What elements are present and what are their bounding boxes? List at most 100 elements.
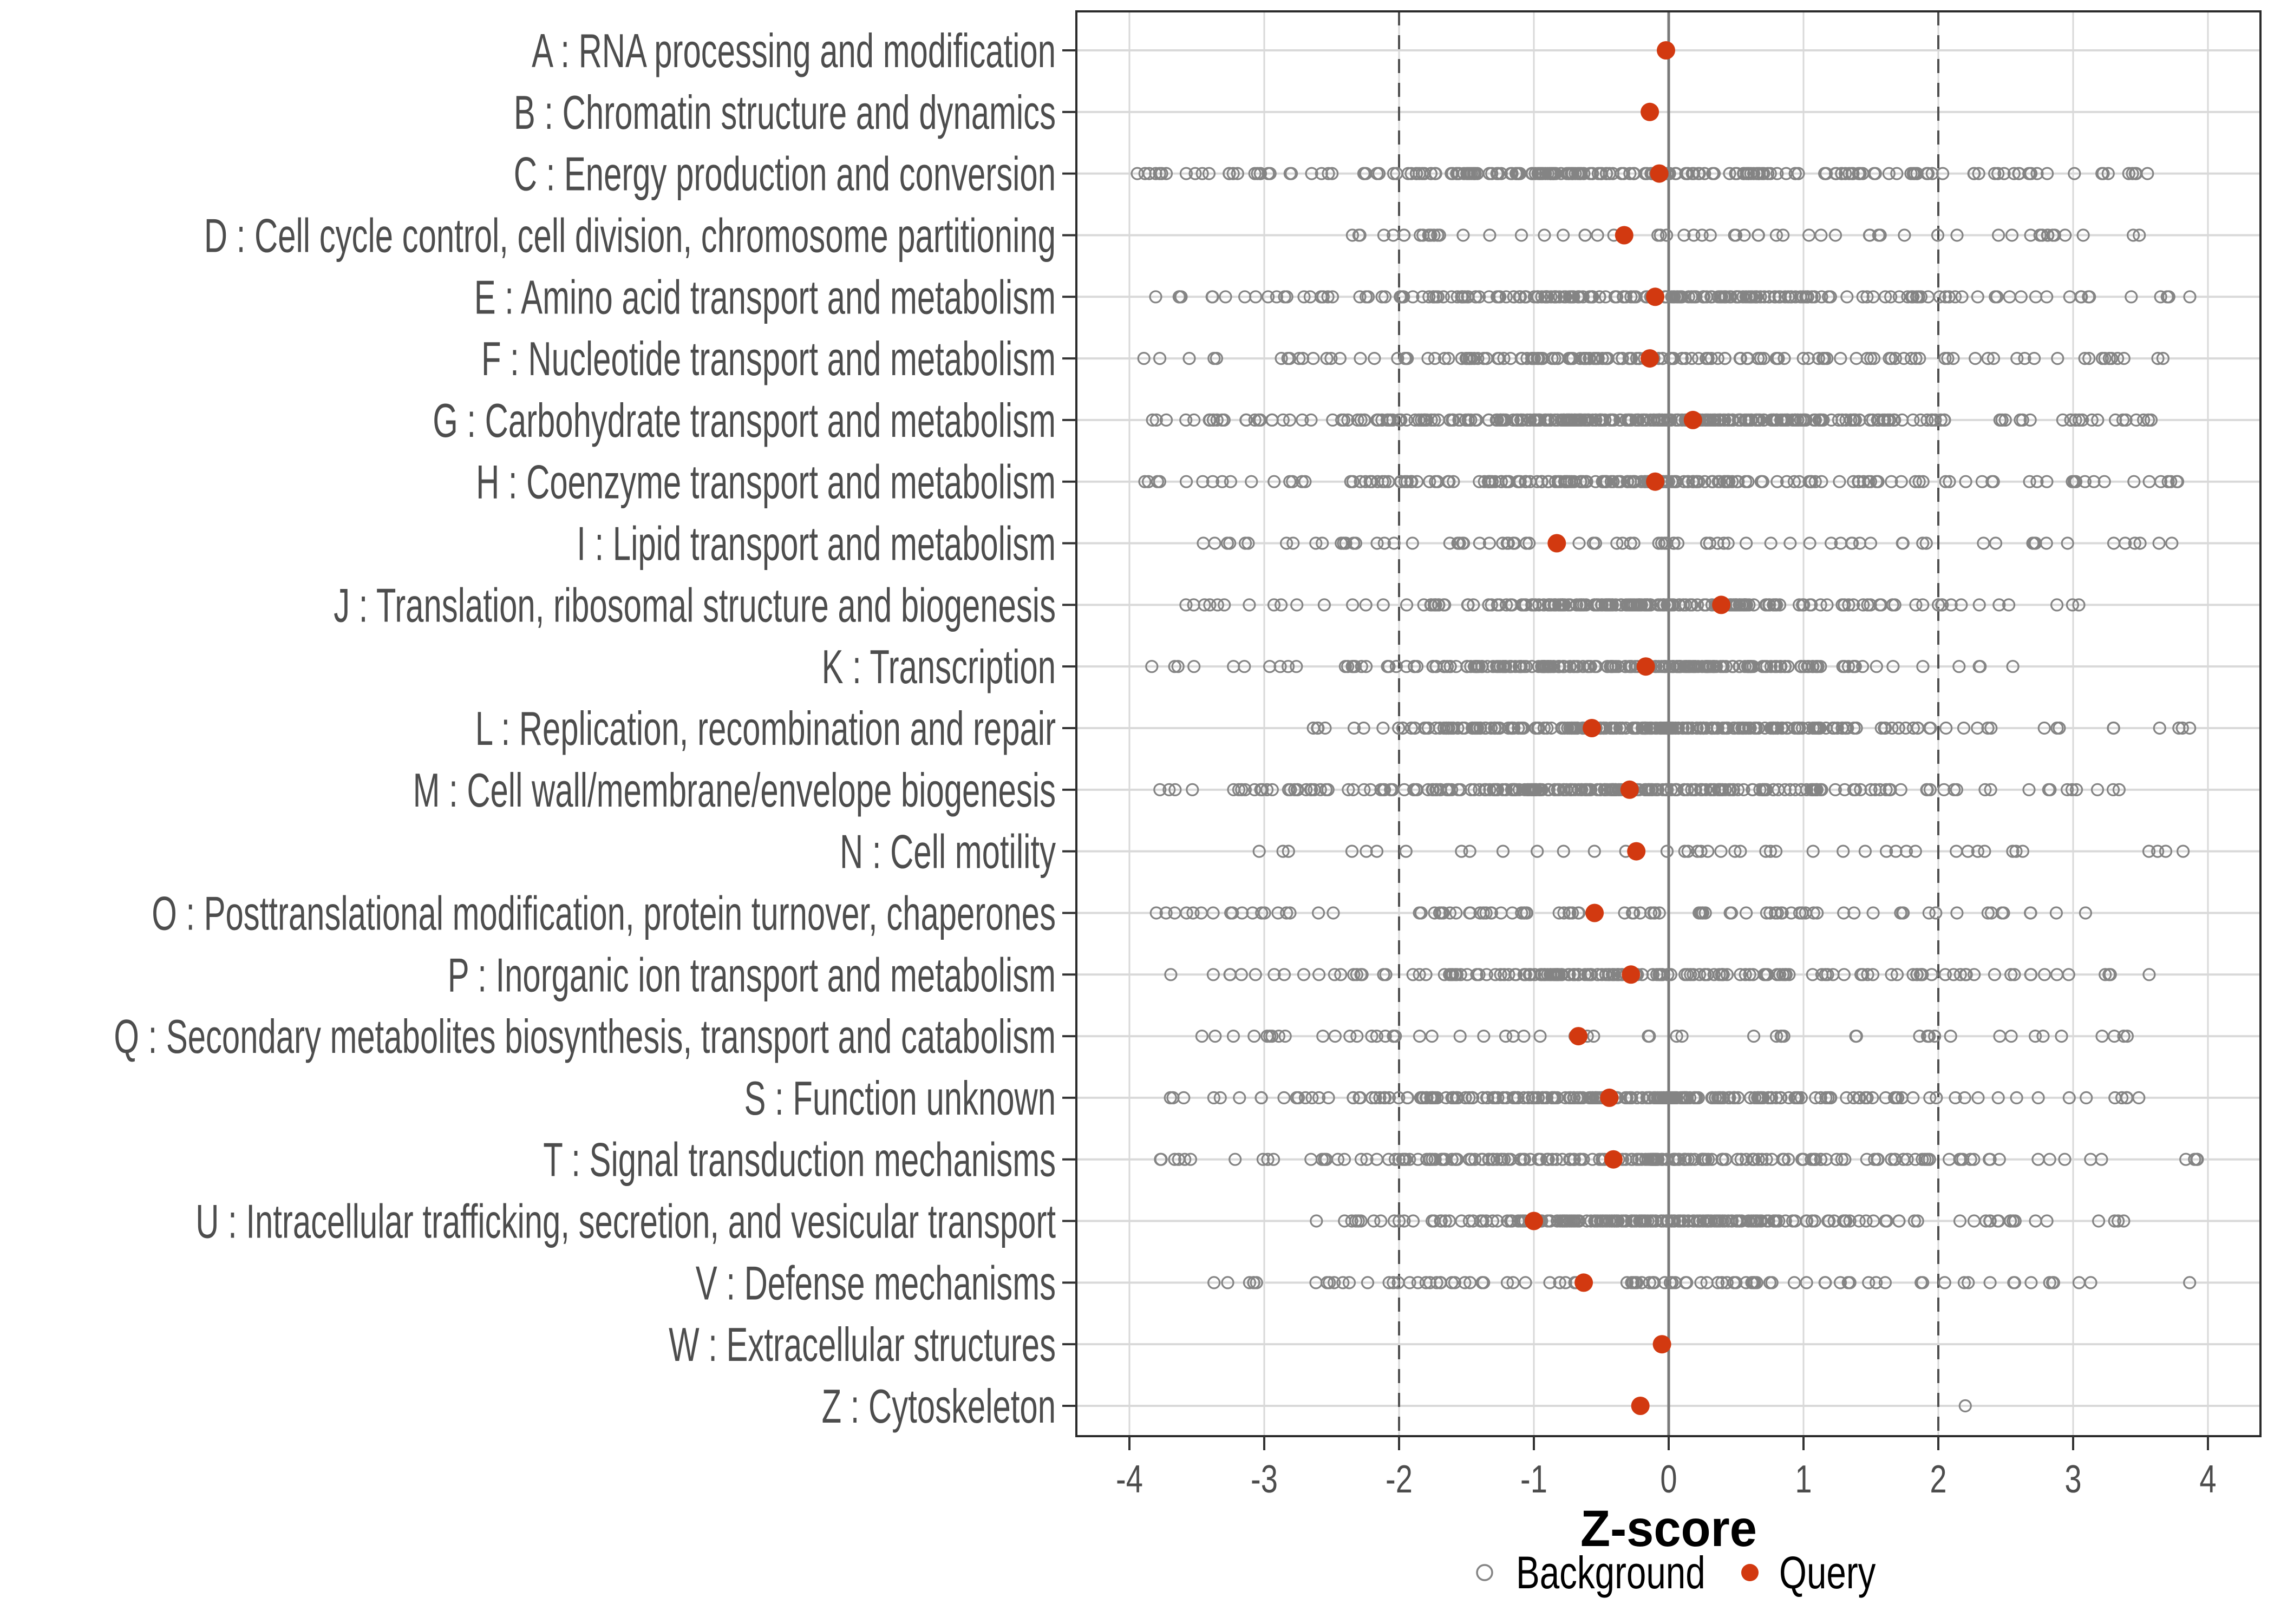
- background-point: [1622, 413, 1636, 427]
- background-point: [1238, 660, 1251, 673]
- background-point: [1177, 1091, 1191, 1105]
- background-point: [1653, 413, 1667, 427]
- background-point: [1469, 290, 1483, 304]
- background-point: [1463, 844, 1476, 858]
- background-point: [1565, 721, 1578, 735]
- background-point: [1871, 475, 1885, 488]
- background-point: [1449, 1152, 1462, 1166]
- background-point: [1603, 167, 1616, 180]
- legend-background-label: Background: [1516, 1547, 1706, 1598]
- background-point: [1434, 1214, 1448, 1228]
- background-point: [1528, 167, 1542, 180]
- background-point: [1665, 1276, 1679, 1289]
- background-point: [1726, 660, 1740, 673]
- background-point: [1626, 1276, 1640, 1289]
- background-point: [1527, 351, 1541, 365]
- background-point: [1207, 1091, 1220, 1105]
- background-point: [1370, 536, 1384, 550]
- background-point: [1847, 475, 1860, 488]
- background-point: [1256, 783, 1269, 796]
- background-point: [1460, 351, 1474, 365]
- background-point: [2069, 413, 2082, 427]
- background-point: [2068, 167, 2081, 180]
- background-point: [1588, 660, 1602, 673]
- background-point: [1856, 660, 1870, 673]
- background-point: [1629, 413, 1643, 427]
- background-point: [1288, 783, 1302, 796]
- background-point: [1992, 598, 2006, 612]
- background-point: [1792, 475, 1806, 488]
- background-point: [1720, 1276, 1734, 1289]
- background-point: [1734, 968, 1747, 981]
- background-point: [1685, 351, 1698, 365]
- background-point: [1258, 906, 1271, 920]
- background-point: [1233, 1091, 1246, 1105]
- query-point-C: [1650, 164, 1669, 183]
- background-point: [1387, 536, 1401, 550]
- background-point: [1490, 1152, 1504, 1166]
- background-point: [1317, 598, 1331, 612]
- background-point: [1496, 660, 1510, 673]
- background-point: [1485, 721, 1498, 735]
- background-point: [1267, 598, 1281, 612]
- background-point: [1678, 351, 1693, 365]
- background-point: [2122, 167, 2135, 180]
- background-point: [1967, 1214, 1981, 1228]
- background-point: [1788, 1214, 1802, 1228]
- background-point: [2062, 1091, 2076, 1105]
- background-point: [1687, 228, 1701, 242]
- background-point: [1263, 1029, 1277, 1043]
- background-point: [1729, 1276, 1743, 1289]
- background-point: [1207, 1276, 1221, 1289]
- background-point: [1819, 968, 1832, 981]
- background-point: [2080, 1091, 2093, 1105]
- background-point: [1805, 598, 1818, 612]
- background-point: [1557, 844, 1570, 858]
- background-point: [1184, 1152, 1197, 1166]
- background-point: [1739, 1276, 1753, 1289]
- background-point: [1290, 598, 1304, 612]
- background-point: [1919, 536, 1933, 550]
- background-point: [2072, 598, 2086, 612]
- background-point: [1339, 536, 1352, 550]
- background-point: [1276, 844, 1290, 858]
- background-point: [2099, 968, 2112, 981]
- background-point: [1194, 906, 1208, 920]
- background-point: [1861, 598, 1874, 612]
- background-point: [1422, 290, 1436, 304]
- background-point: [1541, 290, 1554, 304]
- background-point: [1429, 721, 1442, 735]
- background-point: [1447, 1091, 1460, 1105]
- background-point: [1376, 721, 1390, 735]
- background-point: [1609, 660, 1623, 673]
- background-point: [1718, 783, 1732, 796]
- background-point: [1137, 351, 1151, 365]
- background-point: [1891, 1091, 1905, 1105]
- background-point: [1526, 1091, 1539, 1105]
- background-point: [2043, 783, 2057, 796]
- background-point: [1326, 413, 1339, 427]
- background-point: [1939, 290, 1952, 304]
- background-point: [1929, 906, 1943, 920]
- background-point: [1420, 1091, 1434, 1105]
- background-point: [1564, 1152, 1577, 1166]
- background-point: [2030, 475, 2044, 488]
- background-point: [1280, 906, 1293, 920]
- background-point: [2007, 1276, 2021, 1289]
- background-point: [1667, 1152, 1681, 1166]
- background-point: [1888, 1152, 1901, 1166]
- background-point: [1661, 968, 1675, 981]
- background-point: [1635, 598, 1648, 612]
- background-point: [1248, 413, 1262, 427]
- background-point: [1943, 475, 1956, 488]
- background-point: [1298, 475, 1312, 488]
- background-point: [1859, 1091, 1872, 1105]
- background-point: [1324, 351, 1338, 365]
- background-point: [1558, 783, 1571, 796]
- background-row-C: [1131, 167, 2154, 180]
- query-point-V: [1574, 1273, 1593, 1292]
- background-point: [1490, 167, 1504, 180]
- background-point: [1769, 228, 1783, 242]
- background-row-Q: [1195, 1029, 2134, 1043]
- background-point: [1367, 1214, 1381, 1228]
